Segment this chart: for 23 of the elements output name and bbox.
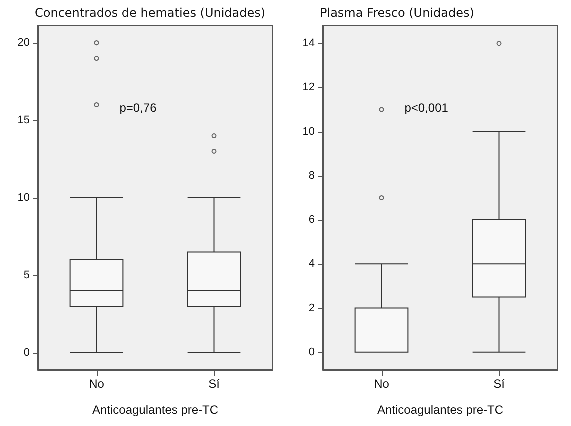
x-tick-label: Sí: [494, 377, 506, 391]
x-tick-label: No: [89, 377, 105, 391]
y-tick-label: 20: [18, 37, 30, 50]
y-tick-label: 15: [18, 114, 30, 127]
x-axis-title: Anticoagulantes pre-TC: [377, 403, 504, 417]
y-tick-label: 6: [308, 214, 315, 226]
chart-title: Plasma Fresco (Unidades): [320, 6, 474, 20]
y-tick-label: 2: [308, 302, 315, 314]
y-tick-label: 12: [302, 82, 315, 94]
x-tick-label: No: [374, 377, 390, 391]
y-tick-label: 0: [308, 346, 315, 358]
chart-title: Concentrados de hematies (Unidades): [35, 6, 266, 20]
y-tick-label: 4: [308, 258, 315, 270]
y-tick-label: 14: [302, 38, 315, 50]
y-tick-label: 10: [18, 192, 30, 204]
x-tick-label: Sí: [208, 377, 221, 391]
annotation: p=0,76: [120, 101, 158, 116]
annotation: p<0,001: [404, 101, 449, 116]
y-tick-label: 5: [24, 269, 30, 282]
y-tick-label: 10: [302, 126, 315, 138]
x-axis-title: Anticoagulantes pre-TC: [92, 403, 219, 417]
y-tick-label: 0: [24, 346, 30, 359]
y-tick-label: 8: [308, 170, 315, 182]
